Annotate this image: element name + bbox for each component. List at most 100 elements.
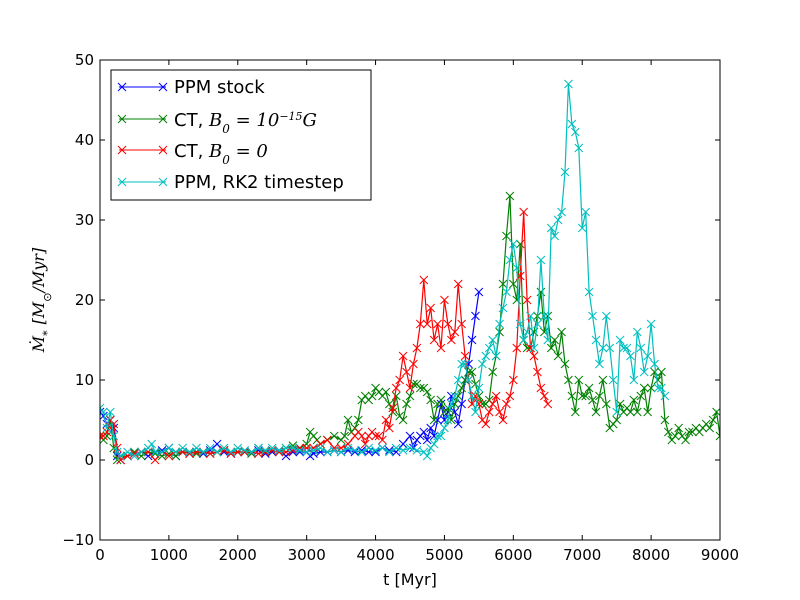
y-tick-label: 10 xyxy=(75,371,94,389)
data-point xyxy=(260,446,270,455)
data-point xyxy=(388,403,398,413)
data-point xyxy=(533,367,542,377)
data-point xyxy=(598,375,608,385)
data-point xyxy=(484,343,494,353)
data-point xyxy=(508,239,518,249)
data-point xyxy=(219,446,229,455)
series-layer xyxy=(100,79,720,465)
data-point xyxy=(626,407,635,417)
y-axis-units-subscript: ⊙ xyxy=(41,292,54,301)
data-point xyxy=(567,119,577,129)
data-point xyxy=(302,443,312,453)
data-point xyxy=(488,399,498,409)
data-point xyxy=(405,431,415,441)
legend-label-ct-b0-0: CT, B0 = 0 xyxy=(174,141,268,167)
data-point xyxy=(564,375,573,385)
x-tick-label: 8000 xyxy=(632,546,670,564)
data-point xyxy=(612,407,622,417)
data-point xyxy=(619,343,628,353)
data-point xyxy=(526,311,535,321)
y-tick-label: 0 xyxy=(84,451,94,469)
data-point xyxy=(581,207,591,217)
data-point xyxy=(515,319,525,329)
data-point xyxy=(267,443,277,453)
legend-marker-ppm-stock xyxy=(117,82,168,92)
data-point xyxy=(481,419,491,429)
x-axis-label: t [Myr] xyxy=(383,570,437,589)
data-point xyxy=(388,407,398,417)
data-point xyxy=(340,431,349,441)
data-point xyxy=(477,359,487,369)
x-tick-label: 6000 xyxy=(494,546,532,564)
data-point xyxy=(522,327,532,337)
data-point xyxy=(612,415,622,425)
data-point xyxy=(539,311,549,321)
y-tick-label: −10 xyxy=(62,531,94,549)
legend: PPM stock CT, B0 = 10−15G CT, B0 = 0 PPM… xyxy=(110,69,372,201)
data-point xyxy=(660,391,670,401)
data-point xyxy=(247,447,256,457)
data-point xyxy=(639,367,649,377)
data-point xyxy=(653,383,663,393)
data-point xyxy=(557,327,566,337)
data-point xyxy=(657,383,666,393)
data-point xyxy=(643,351,653,361)
series-line xyxy=(100,211,549,461)
x-tick-label: 4000 xyxy=(356,546,394,564)
data-point xyxy=(581,391,591,401)
data-point xyxy=(378,435,387,445)
data-point xyxy=(364,443,374,453)
data-point xyxy=(491,351,501,361)
data-point xyxy=(467,335,477,345)
data-point xyxy=(474,287,484,297)
data-point xyxy=(653,375,663,385)
x-tick-label: 2000 xyxy=(219,546,257,564)
data-point xyxy=(495,407,504,417)
data-point xyxy=(116,451,126,461)
series-1 xyxy=(100,191,720,465)
data-point xyxy=(495,327,504,337)
y-tick-label: 50 xyxy=(75,51,94,69)
data-point xyxy=(681,435,690,445)
y-axis-symbol: Ṁ xyxy=(28,335,48,353)
data-point xyxy=(381,415,391,425)
data-point xyxy=(422,451,432,461)
data-point xyxy=(495,319,504,329)
data-point xyxy=(415,319,425,329)
legend-marker-ct-b0-0 xyxy=(117,145,168,155)
y-tick-label: 40 xyxy=(75,131,94,149)
data-point xyxy=(343,415,353,425)
data-point xyxy=(309,446,318,455)
data-point xyxy=(705,423,715,433)
data-point xyxy=(474,383,484,393)
data-point xyxy=(426,395,436,405)
data-point xyxy=(491,391,501,401)
data-point xyxy=(560,359,570,369)
data-point xyxy=(343,443,353,453)
x-tick-label: 1000 xyxy=(150,546,188,564)
data-point xyxy=(577,391,587,401)
data-point xyxy=(471,407,480,417)
data-point xyxy=(584,287,594,297)
data-point xyxy=(546,223,556,233)
data-point xyxy=(536,383,546,393)
legend-entry-ct-b0-0: CT, B0 = 0 xyxy=(117,141,268,167)
legend-label-ppm-stock: PPM stock xyxy=(174,77,265,98)
data-point xyxy=(357,431,367,441)
data-point xyxy=(577,223,587,233)
data-point xyxy=(539,391,549,401)
data-point xyxy=(660,415,670,425)
data-point xyxy=(422,387,432,397)
data-point xyxy=(646,319,656,329)
data-point xyxy=(512,263,522,273)
data-point xyxy=(650,367,659,377)
data-point xyxy=(574,143,584,153)
data-point xyxy=(371,446,380,455)
data-point xyxy=(591,407,601,417)
data-point xyxy=(674,423,684,433)
legend-entry-ppm-rk2: PPM, RK2 timestep xyxy=(117,172,344,193)
data-point xyxy=(498,279,508,289)
data-point xyxy=(453,279,463,289)
data-point xyxy=(650,359,659,369)
